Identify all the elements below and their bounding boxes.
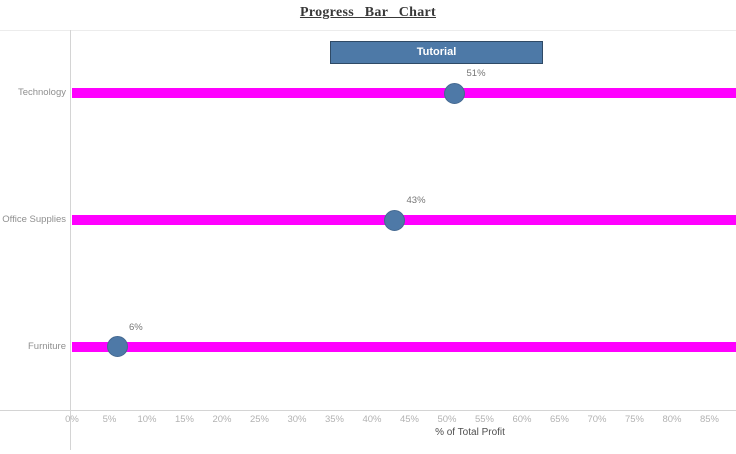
value-label-furniture: 6% — [129, 321, 143, 333]
x-tick-label: 0% — [65, 414, 79, 425]
x-tick-label: 60% — [512, 414, 532, 425]
progress-bar-technology[interactable] — [72, 88, 736, 99]
y-axis-line — [70, 30, 71, 450]
x-tick-label: 75% — [624, 414, 644, 425]
x-tick-label: 40% — [362, 414, 382, 425]
x-tick-label: 85% — [699, 414, 719, 425]
x-axis-title: % of Total Profit — [435, 427, 505, 438]
progress-marker-technology[interactable] — [444, 82, 465, 104]
value-label-office-supplies: 43% — [406, 195, 426, 206]
x-tick-label: 10% — [137, 414, 157, 425]
category-label-technology: Technology — [17, 87, 66, 99]
x-tick-label: 25% — [249, 414, 269, 425]
x-tick-label: 80% — [662, 414, 682, 425]
progress-bar-furniture[interactable] — [72, 341, 736, 352]
top-border-line — [0, 30, 736, 31]
category-label-furniture: Furniture — [27, 340, 66, 352]
progress-marker-office-supplies[interactable] — [384, 209, 405, 231]
progress-marker-furniture[interactable] — [106, 336, 128, 358]
tutorial-button[interactable]: Tutorial — [330, 41, 543, 64]
x-tick-label: 5% — [102, 414, 117, 425]
x-tick-label: 15% — [174, 414, 194, 425]
x-tick-label: 45% — [399, 414, 419, 425]
x-tick-label: 35% — [324, 414, 344, 425]
x-tick-label: 65% — [549, 414, 569, 425]
x-tick-label: 55% — [474, 414, 494, 425]
x-tick-label: 30% — [287, 414, 307, 425]
x-tick-label: 20% — [212, 414, 232, 425]
x-tick-label: 50% — [437, 414, 457, 425]
value-label-technology: 51% — [466, 68, 486, 80]
x-tick-label: 70% — [587, 414, 607, 425]
x-axis-line — [0, 410, 736, 411]
page-title: Progress Bar Chart — [299, 5, 437, 20]
category-label-office-supplies: Office Supplies — [2, 214, 66, 225]
